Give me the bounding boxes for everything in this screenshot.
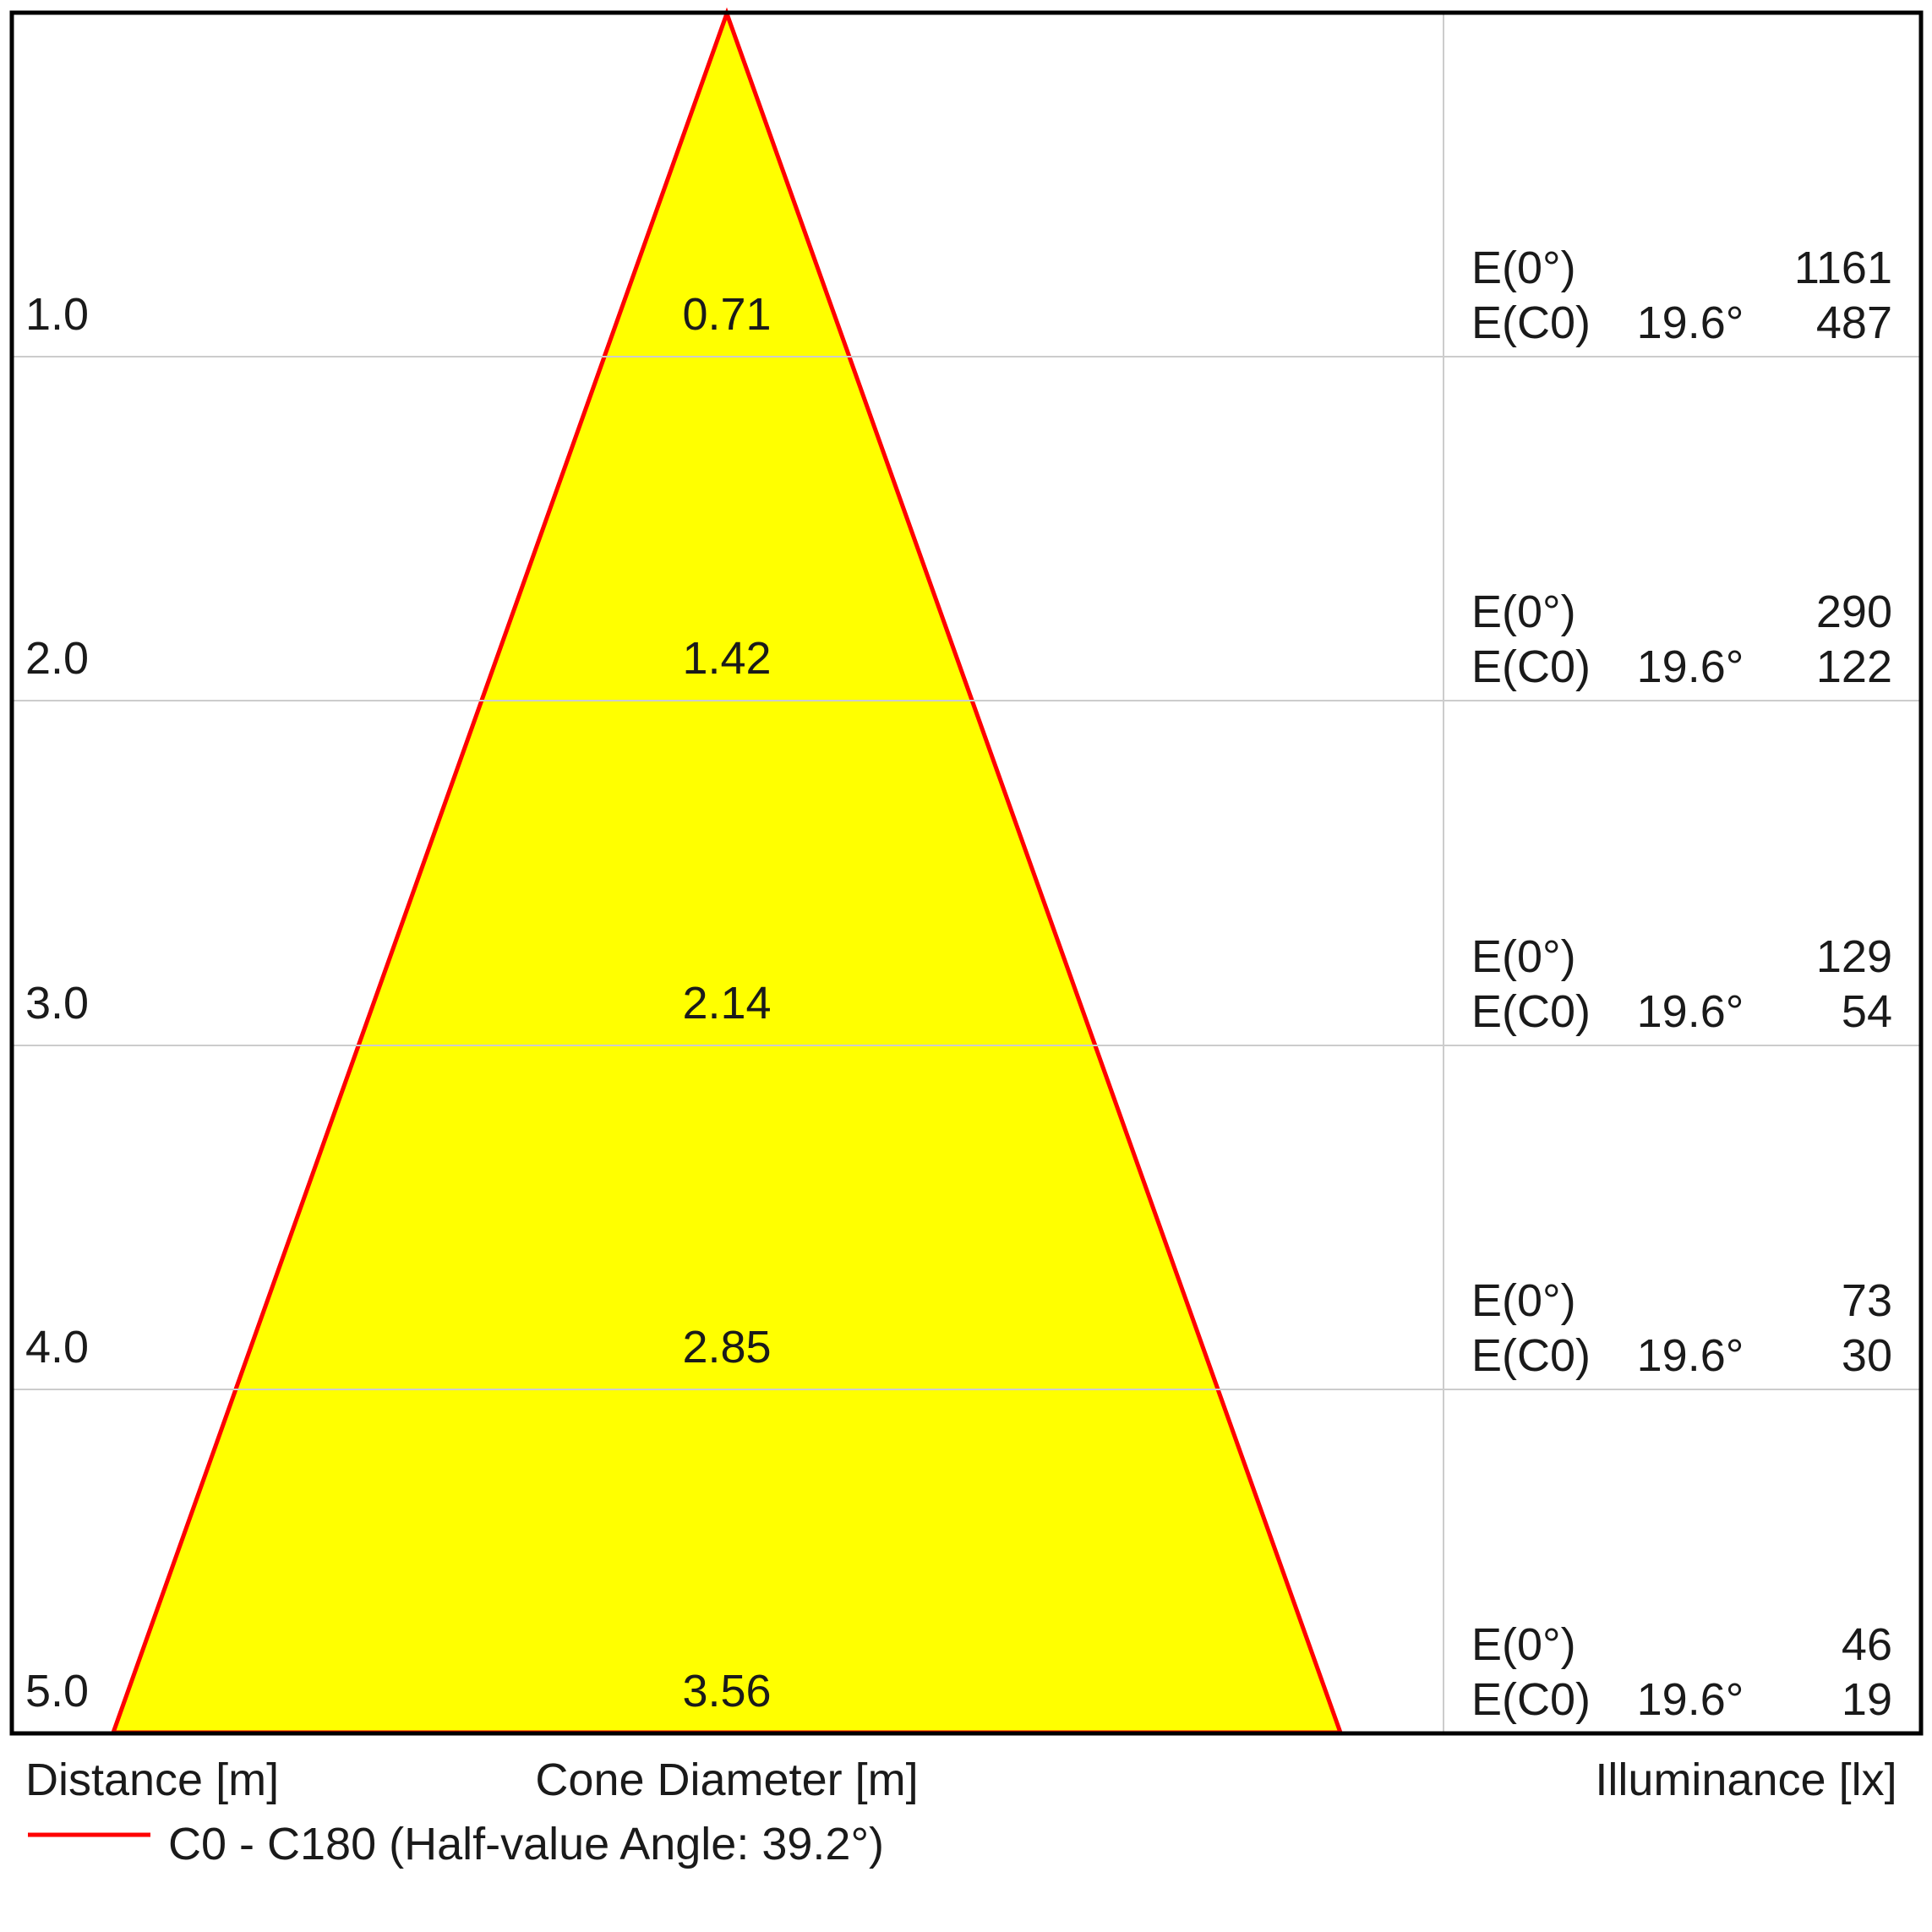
svg-text:19.6°: 19.6° (1637, 641, 1744, 692)
svg-text:E(0°): E(0°) (1471, 1275, 1576, 1326)
svg-text:2.0: 2.0 (25, 633, 89, 684)
svg-text:3.0: 3.0 (25, 978, 89, 1029)
svg-text:E(0°): E(0°) (1471, 1619, 1576, 1670)
svg-text:290: 290 (1816, 587, 1892, 637)
svg-text:E(0°): E(0°) (1471, 243, 1576, 293)
svg-text:4.0: 4.0 (25, 1322, 89, 1373)
svg-text:E(0°): E(0°) (1471, 587, 1576, 637)
svg-text:5.0: 5.0 (25, 1666, 89, 1716)
svg-text:E(C0): E(C0) (1471, 1330, 1591, 1381)
svg-text:19.6°: 19.6° (1637, 1330, 1744, 1381)
svg-text:19: 19 (1842, 1674, 1892, 1725)
svg-text:E(C0): E(C0) (1471, 1674, 1591, 1725)
svg-text:2.85: 2.85 (682, 1322, 771, 1373)
svg-text:0.71: 0.71 (682, 289, 771, 340)
svg-text:E(0°): E(0°) (1471, 931, 1576, 982)
svg-text:487: 487 (1816, 297, 1892, 348)
svg-text:1.0: 1.0 (25, 289, 89, 340)
svg-text:C0 - C180 (Half-value Angle: 3: C0 - C180 (Half-value Angle: 39.2°) (168, 1819, 884, 1869)
svg-text:19.6°: 19.6° (1637, 297, 1744, 348)
svg-text:Cone Diameter [m]: Cone Diameter [m] (535, 1755, 918, 1805)
svg-text:Illuminance [lx]: Illuminance [lx] (1595, 1755, 1897, 1805)
svg-text:Distance [m]: Distance [m] (25, 1755, 279, 1805)
svg-text:46: 46 (1842, 1619, 1892, 1670)
svg-text:E(C0): E(C0) (1471, 641, 1591, 692)
svg-text:19.6°: 19.6° (1637, 986, 1744, 1037)
svg-text:54: 54 (1842, 986, 1892, 1037)
svg-text:1.42: 1.42 (682, 633, 771, 684)
svg-text:122: 122 (1816, 641, 1892, 692)
svg-text:3.56: 3.56 (682, 1666, 771, 1716)
svg-text:E(C0): E(C0) (1471, 297, 1591, 348)
svg-text:73: 73 (1842, 1275, 1892, 1326)
svg-text:30: 30 (1842, 1330, 1892, 1381)
svg-text:129: 129 (1816, 931, 1892, 982)
svg-text:2.14: 2.14 (682, 978, 771, 1029)
svg-text:19.6°: 19.6° (1637, 1674, 1744, 1725)
svg-text:E(C0): E(C0) (1471, 986, 1591, 1037)
svg-text:1161: 1161 (1794, 243, 1892, 293)
